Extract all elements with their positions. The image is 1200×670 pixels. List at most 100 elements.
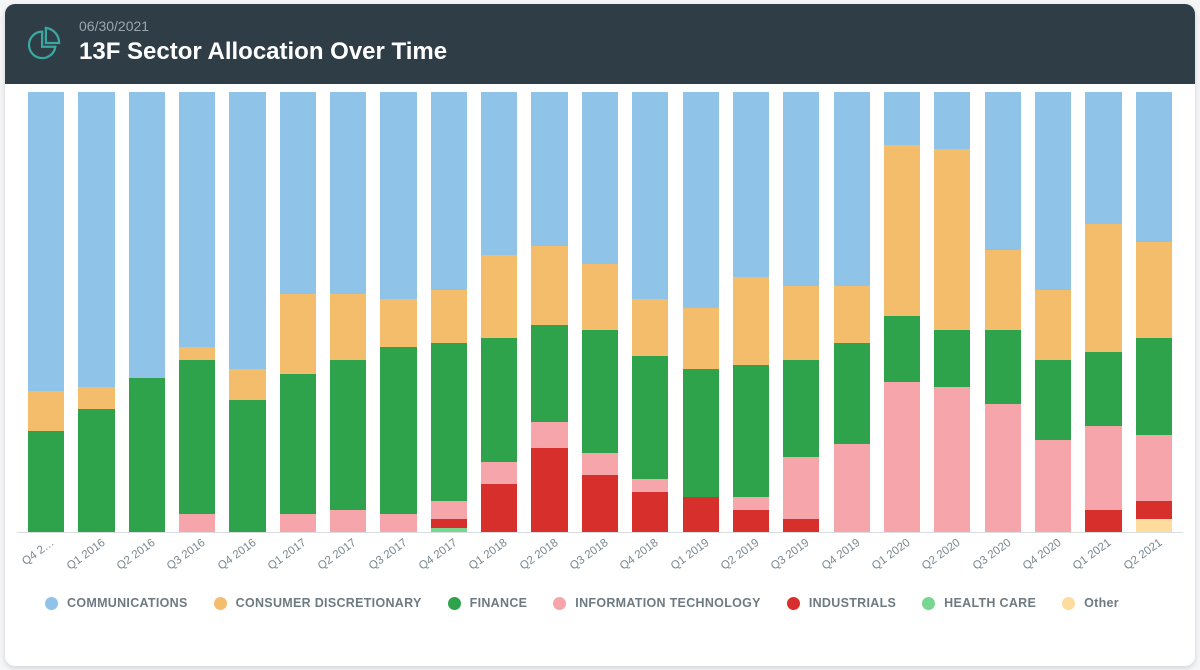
bar-segment-finance[interactable] — [934, 330, 970, 387]
bar[interactable] — [229, 92, 265, 532]
bar-segment-industrials[interactable] — [632, 492, 668, 532]
bar-segment-finance[interactable] — [229, 400, 265, 532]
bar-segment-consumer_discretionary[interactable] — [783, 286, 819, 361]
legend-item-consumer_discretionary[interactable]: CONSUMER DISCRETIONARY — [214, 596, 422, 610]
bar-segment-communications[interactable] — [1085, 92, 1121, 224]
bar-segment-consumer_discretionary[interactable] — [733, 277, 769, 365]
bar-segment-finance[interactable] — [582, 330, 618, 453]
bar[interactable] — [179, 92, 215, 532]
legend-item-industrials[interactable]: INDUSTRIALS — [787, 596, 896, 610]
bar-segment-information_technology[interactable] — [481, 462, 517, 484]
bar[interactable] — [884, 92, 920, 532]
bar-segment-communications[interactable] — [380, 92, 416, 299]
bar-segment-finance[interactable] — [431, 343, 467, 501]
bar-segment-information_technology[interactable] — [531, 422, 567, 448]
bar-segment-communications[interactable] — [28, 92, 64, 391]
bar[interactable] — [380, 92, 416, 532]
bar-segment-information_technology[interactable] — [1136, 435, 1172, 501]
bar-segment-information_technology[interactable] — [330, 510, 366, 532]
bar[interactable] — [683, 92, 719, 532]
bar-segment-finance[interactable] — [683, 369, 719, 497]
bar-segment-consumer_discretionary[interactable] — [683, 308, 719, 370]
bar-segment-consumer_discretionary[interactable] — [280, 294, 316, 373]
bar-segment-finance[interactable] — [1035, 360, 1071, 439]
bar-segment-communications[interactable] — [733, 92, 769, 277]
bar-segment-finance[interactable] — [129, 378, 165, 532]
bar-segment-information_technology[interactable] — [280, 514, 316, 532]
bar-segment-industrials[interactable] — [531, 448, 567, 532]
bar-segment-communications[interactable] — [330, 92, 366, 294]
bar-segment-communications[interactable] — [1136, 92, 1172, 242]
bar-segment-finance[interactable] — [280, 374, 316, 515]
bar-segment-industrials[interactable] — [481, 484, 517, 532]
bar-segment-industrials[interactable] — [783, 519, 819, 532]
bar[interactable] — [1085, 92, 1121, 532]
bar-segment-consumer_discretionary[interactable] — [632, 299, 668, 356]
bar[interactable] — [834, 92, 870, 532]
bar-segment-information_technology[interactable] — [934, 387, 970, 532]
bar-segment-consumer_discretionary[interactable] — [985, 250, 1021, 329]
bar-segment-information_technology[interactable] — [733, 497, 769, 510]
bar-segment-industrials[interactable] — [733, 510, 769, 532]
bar-segment-finance[interactable] — [884, 316, 920, 382]
bar-segment-finance[interactable] — [733, 365, 769, 497]
bar-segment-consumer_discretionary[interactable] — [28, 391, 64, 431]
bar-segment-consumer_discretionary[interactable] — [582, 264, 618, 330]
bar-segment-information_technology[interactable] — [632, 479, 668, 492]
bar-segment-other[interactable] — [1136, 519, 1172, 532]
legend-item-health_care[interactable]: HEALTH CARE — [922, 596, 1036, 610]
bar-segment-industrials[interactable] — [431, 519, 467, 528]
bar-segment-finance[interactable] — [481, 338, 517, 461]
bar-segment-consumer_discretionary[interactable] — [884, 145, 920, 317]
bar-segment-consumer_discretionary[interactable] — [1136, 242, 1172, 339]
bar-segment-information_technology[interactable] — [1085, 426, 1121, 510]
bar-segment-information_technology[interactable] — [834, 444, 870, 532]
bar-segment-consumer_discretionary[interactable] — [1085, 224, 1121, 352]
bar-segment-communications[interactable] — [431, 92, 467, 290]
bar-segment-finance[interactable] — [78, 409, 114, 532]
bar-segment-information_technology[interactable] — [1035, 440, 1071, 532]
bar-segment-communications[interactable] — [683, 92, 719, 308]
bar[interactable] — [985, 92, 1021, 532]
bar-segment-consumer_discretionary[interactable] — [481, 255, 517, 339]
bar-segment-finance[interactable] — [1136, 338, 1172, 435]
bar-segment-consumer_discretionary[interactable] — [380, 299, 416, 347]
bar-segment-communications[interactable] — [129, 92, 165, 378]
bar-segment-industrials[interactable] — [1136, 501, 1172, 519]
bar-segment-consumer_discretionary[interactable] — [834, 286, 870, 343]
legend-item-communications[interactable]: COMMUNICATIONS — [45, 596, 188, 610]
legend-item-other[interactable]: Other — [1062, 596, 1119, 610]
legend-item-information_technology[interactable]: INFORMATION TECHNOLOGY — [553, 596, 761, 610]
bar-segment-finance[interactable] — [330, 360, 366, 510]
bar-segment-consumer_discretionary[interactable] — [179, 347, 215, 360]
bar-segment-information_technology[interactable] — [582, 453, 618, 475]
bar-segment-industrials[interactable] — [683, 497, 719, 532]
bar-segment-communications[interactable] — [179, 92, 215, 347]
bar-segment-finance[interactable] — [1085, 352, 1121, 427]
bar[interactable] — [280, 92, 316, 532]
bar-segment-consumer_discretionary[interactable] — [330, 294, 366, 360]
bar-segment-communications[interactable] — [481, 92, 517, 255]
bar-segment-consumer_discretionary[interactable] — [531, 246, 567, 325]
bar[interactable] — [632, 92, 668, 532]
bar[interactable] — [1136, 92, 1172, 532]
bar[interactable] — [783, 92, 819, 532]
bar-segment-finance[interactable] — [380, 347, 416, 514]
bar-segment-consumer_discretionary[interactable] — [229, 369, 265, 400]
bar[interactable] — [78, 92, 114, 532]
bar-segment-information_technology[interactable] — [783, 457, 819, 519]
bar[interactable] — [531, 92, 567, 532]
bar-segment-information_technology[interactable] — [179, 514, 215, 532]
bar-segment-finance[interactable] — [985, 330, 1021, 405]
bar[interactable] — [1035, 92, 1071, 532]
bar-segment-health_care[interactable] — [431, 528, 467, 532]
bar-segment-communications[interactable] — [783, 92, 819, 286]
bar-segment-consumer_discretionary[interactable] — [78, 387, 114, 409]
bar-segment-finance[interactable] — [783, 360, 819, 457]
bar-segment-communications[interactable] — [884, 92, 920, 145]
bar-segment-communications[interactable] — [1035, 92, 1071, 290]
bar-segment-communications[interactable] — [531, 92, 567, 246]
bar-segment-consumer_discretionary[interactable] — [1035, 290, 1071, 360]
bar-segment-finance[interactable] — [834, 343, 870, 444]
bar-segment-industrials[interactable] — [1085, 510, 1121, 532]
